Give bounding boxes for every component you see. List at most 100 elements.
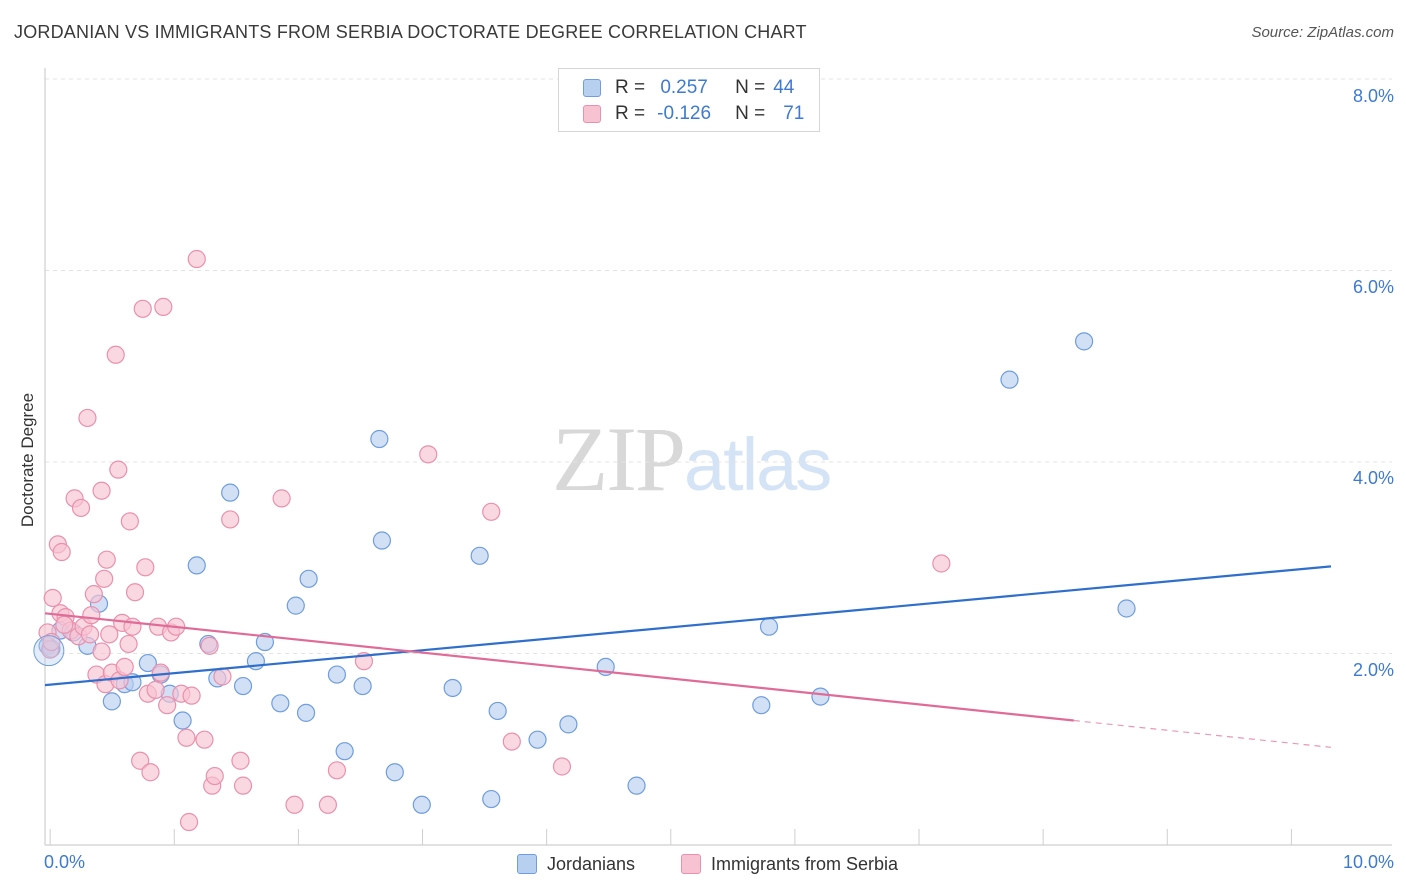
data-point-serbia <box>272 489 291 508</box>
data-point-serbia <box>182 686 201 705</box>
data-point-serbia <box>179 812 199 832</box>
legend-n-label: N = <box>735 103 766 124</box>
data-point-serbia <box>82 606 101 625</box>
data-point-jordanians <box>353 676 372 696</box>
data-point-serbia <box>71 498 91 518</box>
watermark: ZIPatlas <box>552 406 832 512</box>
data-point-serbia <box>419 445 438 464</box>
legend-n-value-jordanians: 44 <box>773 77 795 98</box>
data-point-jordanians <box>102 692 121 711</box>
data-point-jordanians-cluster <box>33 635 65 667</box>
data-point-jordanians <box>255 632 275 652</box>
data-point-serbia <box>482 502 501 521</box>
data-point-jordanians <box>559 715 578 734</box>
x-tick-label-min: 0.0% <box>44 852 86 872</box>
data-point-serbia <box>43 588 62 608</box>
stats-legend: R = 0.257 N = 44 R = -0.126 N = 71 <box>558 68 820 132</box>
data-point-serbia <box>125 583 145 602</box>
data-point-serbia <box>318 795 338 814</box>
data-point-jordanians <box>482 789 501 809</box>
data-point-serbia <box>106 345 125 364</box>
data-point-serbia <box>177 728 196 747</box>
y-tick-label-2: 2.0% <box>1352 660 1394 680</box>
data-point-jordanians <box>1074 332 1094 351</box>
data-point-serbia <box>285 795 304 814</box>
data-point-serbia <box>133 299 152 318</box>
data-point-serbia <box>97 550 116 569</box>
data-point-serbia <box>136 558 155 577</box>
data-point-serbia <box>146 680 165 699</box>
data-point-jordanians <box>173 711 192 730</box>
data-point-jordanians <box>233 676 253 696</box>
data-point-serbia <box>120 512 139 531</box>
data-point-serbia <box>95 569 114 588</box>
y-tick-label-4: 4.0% <box>1352 468 1394 488</box>
watermark-atlas: atlas <box>684 423 832 506</box>
legend-r-value-jordanians: 0.257 <box>660 77 708 98</box>
data-point-serbia <box>221 510 240 529</box>
data-point-serbia <box>502 732 521 751</box>
data-point-jordanians <box>811 687 830 706</box>
data-point-serbia <box>233 776 253 795</box>
legend-n-value-serbia: 71 <box>783 103 805 124</box>
legend-row-jordanians: R = 0.257 N = 44 <box>583 75 794 101</box>
data-point-jordanians <box>187 556 206 575</box>
data-point-jordanians <box>221 483 240 502</box>
data-point-jordanians <box>470 546 489 565</box>
data-point-jordanians <box>385 763 404 782</box>
data-point-jordanians <box>759 617 779 636</box>
data-point-serbia <box>119 634 138 654</box>
data-point-jordanians <box>296 703 316 722</box>
data-point-serbia <box>205 766 224 786</box>
data-point-jordanians <box>327 665 347 684</box>
data-point-serbia <box>78 408 97 428</box>
y-tick-label-8: 8.0% <box>1352 86 1394 106</box>
legend-swatch-serbia <box>583 105 601 123</box>
data-point-jordanians <box>443 678 462 698</box>
data-point-serbia <box>151 663 170 682</box>
legend-swatch-jordanians <box>583 79 601 97</box>
data-point-serbia <box>52 542 71 562</box>
trend-line-jordanians <box>44 565 1332 687</box>
data-point-jordanians <box>752 696 771 715</box>
data-point-jordanians <box>627 776 646 795</box>
data-point-jordanians <box>412 795 431 814</box>
bottom-legend-swatch-jordanians <box>517 854 537 874</box>
bottom-legend-serbia[interactable]: Immigrants from Serbia <box>681 852 898 876</box>
data-point-serbia <box>187 249 206 269</box>
bottom-legend-label-serbia: Immigrants from Serbia <box>711 853 899 874</box>
data-point-serbia <box>100 625 119 644</box>
chart-title: JORDANIAN VS IMMIGRANTS FROM SERBIA DOCT… <box>14 22 807 42</box>
data-point-serbia <box>200 636 219 655</box>
data-point-jordanians <box>299 569 318 588</box>
data-point-serbia <box>327 761 347 780</box>
bottom-legend-swatch-serbia <box>681 854 701 874</box>
data-point-serbia <box>154 297 173 316</box>
data-point-serbia <box>141 763 160 782</box>
x-tick-label-max: 10.0% <box>1342 852 1394 872</box>
data-point-serbia <box>80 625 100 644</box>
data-point-jordanians <box>528 730 547 749</box>
bottom-legend-label-jordanians: Jordanians <box>547 853 636 874</box>
data-point-jordanians <box>286 596 305 615</box>
data-point-serbia <box>195 730 214 749</box>
y-tick-label-6: 6.0% <box>1352 277 1394 297</box>
data-point-serbia <box>231 751 250 770</box>
legend-r-label: R = <box>615 103 646 124</box>
legend-r-label: R = <box>615 77 646 98</box>
watermark-zip: ZIP <box>552 408 686 510</box>
source-credit: Source: ZipAtlas.com <box>1251 24 1394 41</box>
data-point-jordanians <box>372 531 392 550</box>
data-point-serbia <box>552 757 572 776</box>
legend-r-value-serbia: -0.126 <box>657 103 712 124</box>
data-point-serbia <box>158 696 177 715</box>
data-point-serbia <box>92 481 111 500</box>
data-point-serbia <box>115 657 134 677</box>
data-point-jordanians <box>271 694 290 713</box>
data-point-jordanians <box>488 701 507 721</box>
data-point-serbia <box>55 615 74 634</box>
data-point-serbia <box>84 585 103 604</box>
legend-n-label: N = <box>735 77 766 98</box>
bottom-legend-jordanians[interactable]: Jordanians <box>517 852 635 876</box>
